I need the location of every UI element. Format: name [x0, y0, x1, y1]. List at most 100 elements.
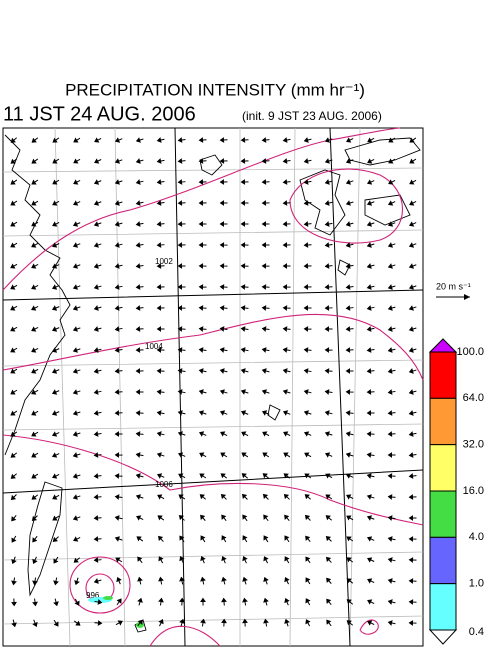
wind-vector: [114, 284, 123, 290]
wind-vector: [93, 536, 102, 542]
wind-vector: [261, 200, 270, 206]
wind-vector: [409, 137, 417, 143]
wind-vector: [198, 389, 207, 395]
isobar-1006: [2, 434, 424, 526]
wind-vector: [177, 242, 186, 248]
wind-vector: [241, 452, 249, 458]
wind-vector: [198, 263, 207, 269]
wind-vector: [408, 578, 417, 584]
wind-vector: [221, 514, 227, 522]
isobar-1002: [2, 127, 401, 291]
wind-vector: [366, 536, 375, 542]
wind-vector: [94, 620, 103, 626]
wind-vector: [52, 536, 59, 542]
wind-vector: [282, 179, 291, 185]
wind-vector: [114, 473, 123, 479]
wind-vector: [114, 326, 123, 332]
wind-vector: [93, 578, 102, 584]
wind-vector: [177, 305, 186, 311]
map: 1002 1004 1006 996: [2, 127, 424, 647]
wind-vector: [156, 158, 165, 164]
wind-vector: [31, 263, 39, 269]
wind-vector: [31, 242, 39, 248]
wind-vector: [51, 284, 60, 290]
wind-vector: [53, 556, 59, 564]
wind-vector: [240, 284, 249, 290]
wind-vector: [346, 515, 354, 521]
wind-vector: [156, 347, 165, 353]
wind-vector: [261, 305, 270, 311]
wind-vector: [261, 158, 270, 164]
wind-vector: [345, 368, 354, 374]
wind-vector: [156, 242, 165, 248]
wind-vector: [387, 494, 396, 500]
wind-vector: [366, 200, 375, 206]
wind-vector: [93, 494, 102, 500]
wind-vector: [366, 263, 375, 269]
wind-vector: [304, 452, 312, 458]
wind-vector: [324, 137, 333, 143]
wind-vector: [52, 494, 60, 500]
wind-vector: [282, 263, 291, 269]
wind-vector: [72, 326, 81, 332]
wind-vector: [345, 452, 354, 458]
wind-vector: [198, 242, 207, 248]
wind-vector: [346, 494, 354, 500]
wind-vector: [221, 555, 227, 564]
wind-vector: [177, 179, 186, 185]
wind-vector: [366, 284, 375, 290]
wind-vector: [345, 326, 354, 332]
wind-vector: [324, 452, 333, 458]
wind-vector: [241, 493, 248, 500]
wind-vector: [31, 326, 39, 332]
wind-vector: [52, 473, 60, 479]
wind-vector: [114, 368, 123, 374]
wind-vector: [10, 389, 18, 395]
wind-vector: [282, 305, 291, 311]
wind-vector: [219, 389, 228, 395]
colorbar-label: 0.4: [469, 626, 484, 638]
wind-vector: [31, 368, 39, 374]
wind-vector: [10, 158, 18, 164]
wind-vector: [32, 619, 38, 628]
wind-vector: [303, 410, 312, 416]
wind-vector: [242, 535, 248, 543]
wind-vector: [262, 493, 269, 500]
wind-vector: [116, 598, 122, 606]
wind-vector: [53, 619, 59, 627]
wind-vector: [221, 618, 227, 627]
wind-vector: [366, 347, 375, 353]
wind-vector: [240, 368, 249, 374]
wind-vector: [114, 221, 123, 227]
wind-vector: [408, 326, 417, 332]
wind-vector: [11, 619, 17, 628]
colorbar-segment: [429, 351, 457, 399]
wind-vector: [94, 137, 102, 143]
wind-vector: [156, 263, 165, 269]
wind-vector: [240, 410, 249, 416]
wind-vector: [114, 242, 123, 248]
wind-vector: [408, 305, 417, 311]
wind-vector: [387, 599, 396, 605]
wind-vector: [219, 368, 228, 374]
reference-arrowhead: [464, 294, 470, 300]
china-coast: [4, 134, 71, 456]
wind-vector: [409, 158, 417, 164]
wind-vector: [325, 494, 333, 500]
wind-vector: [72, 284, 81, 290]
wind-vector: [51, 410, 60, 416]
wind-vector: [345, 242, 354, 248]
wind-vector: [72, 242, 81, 248]
wind-vector: [72, 347, 81, 353]
wind-vector: [114, 389, 123, 395]
wind-vector: [10, 368, 18, 374]
wind-vector: [305, 556, 311, 564]
wind-vector: [74, 598, 80, 606]
wind-vector: [326, 577, 332, 584]
wind-vector: [324, 284, 333, 290]
wind-vector: [198, 200, 207, 206]
wind-vector: [93, 263, 102, 269]
wind-vector: [73, 557, 81, 563]
wind-vector: [303, 347, 312, 353]
wind-vector: [303, 431, 312, 437]
